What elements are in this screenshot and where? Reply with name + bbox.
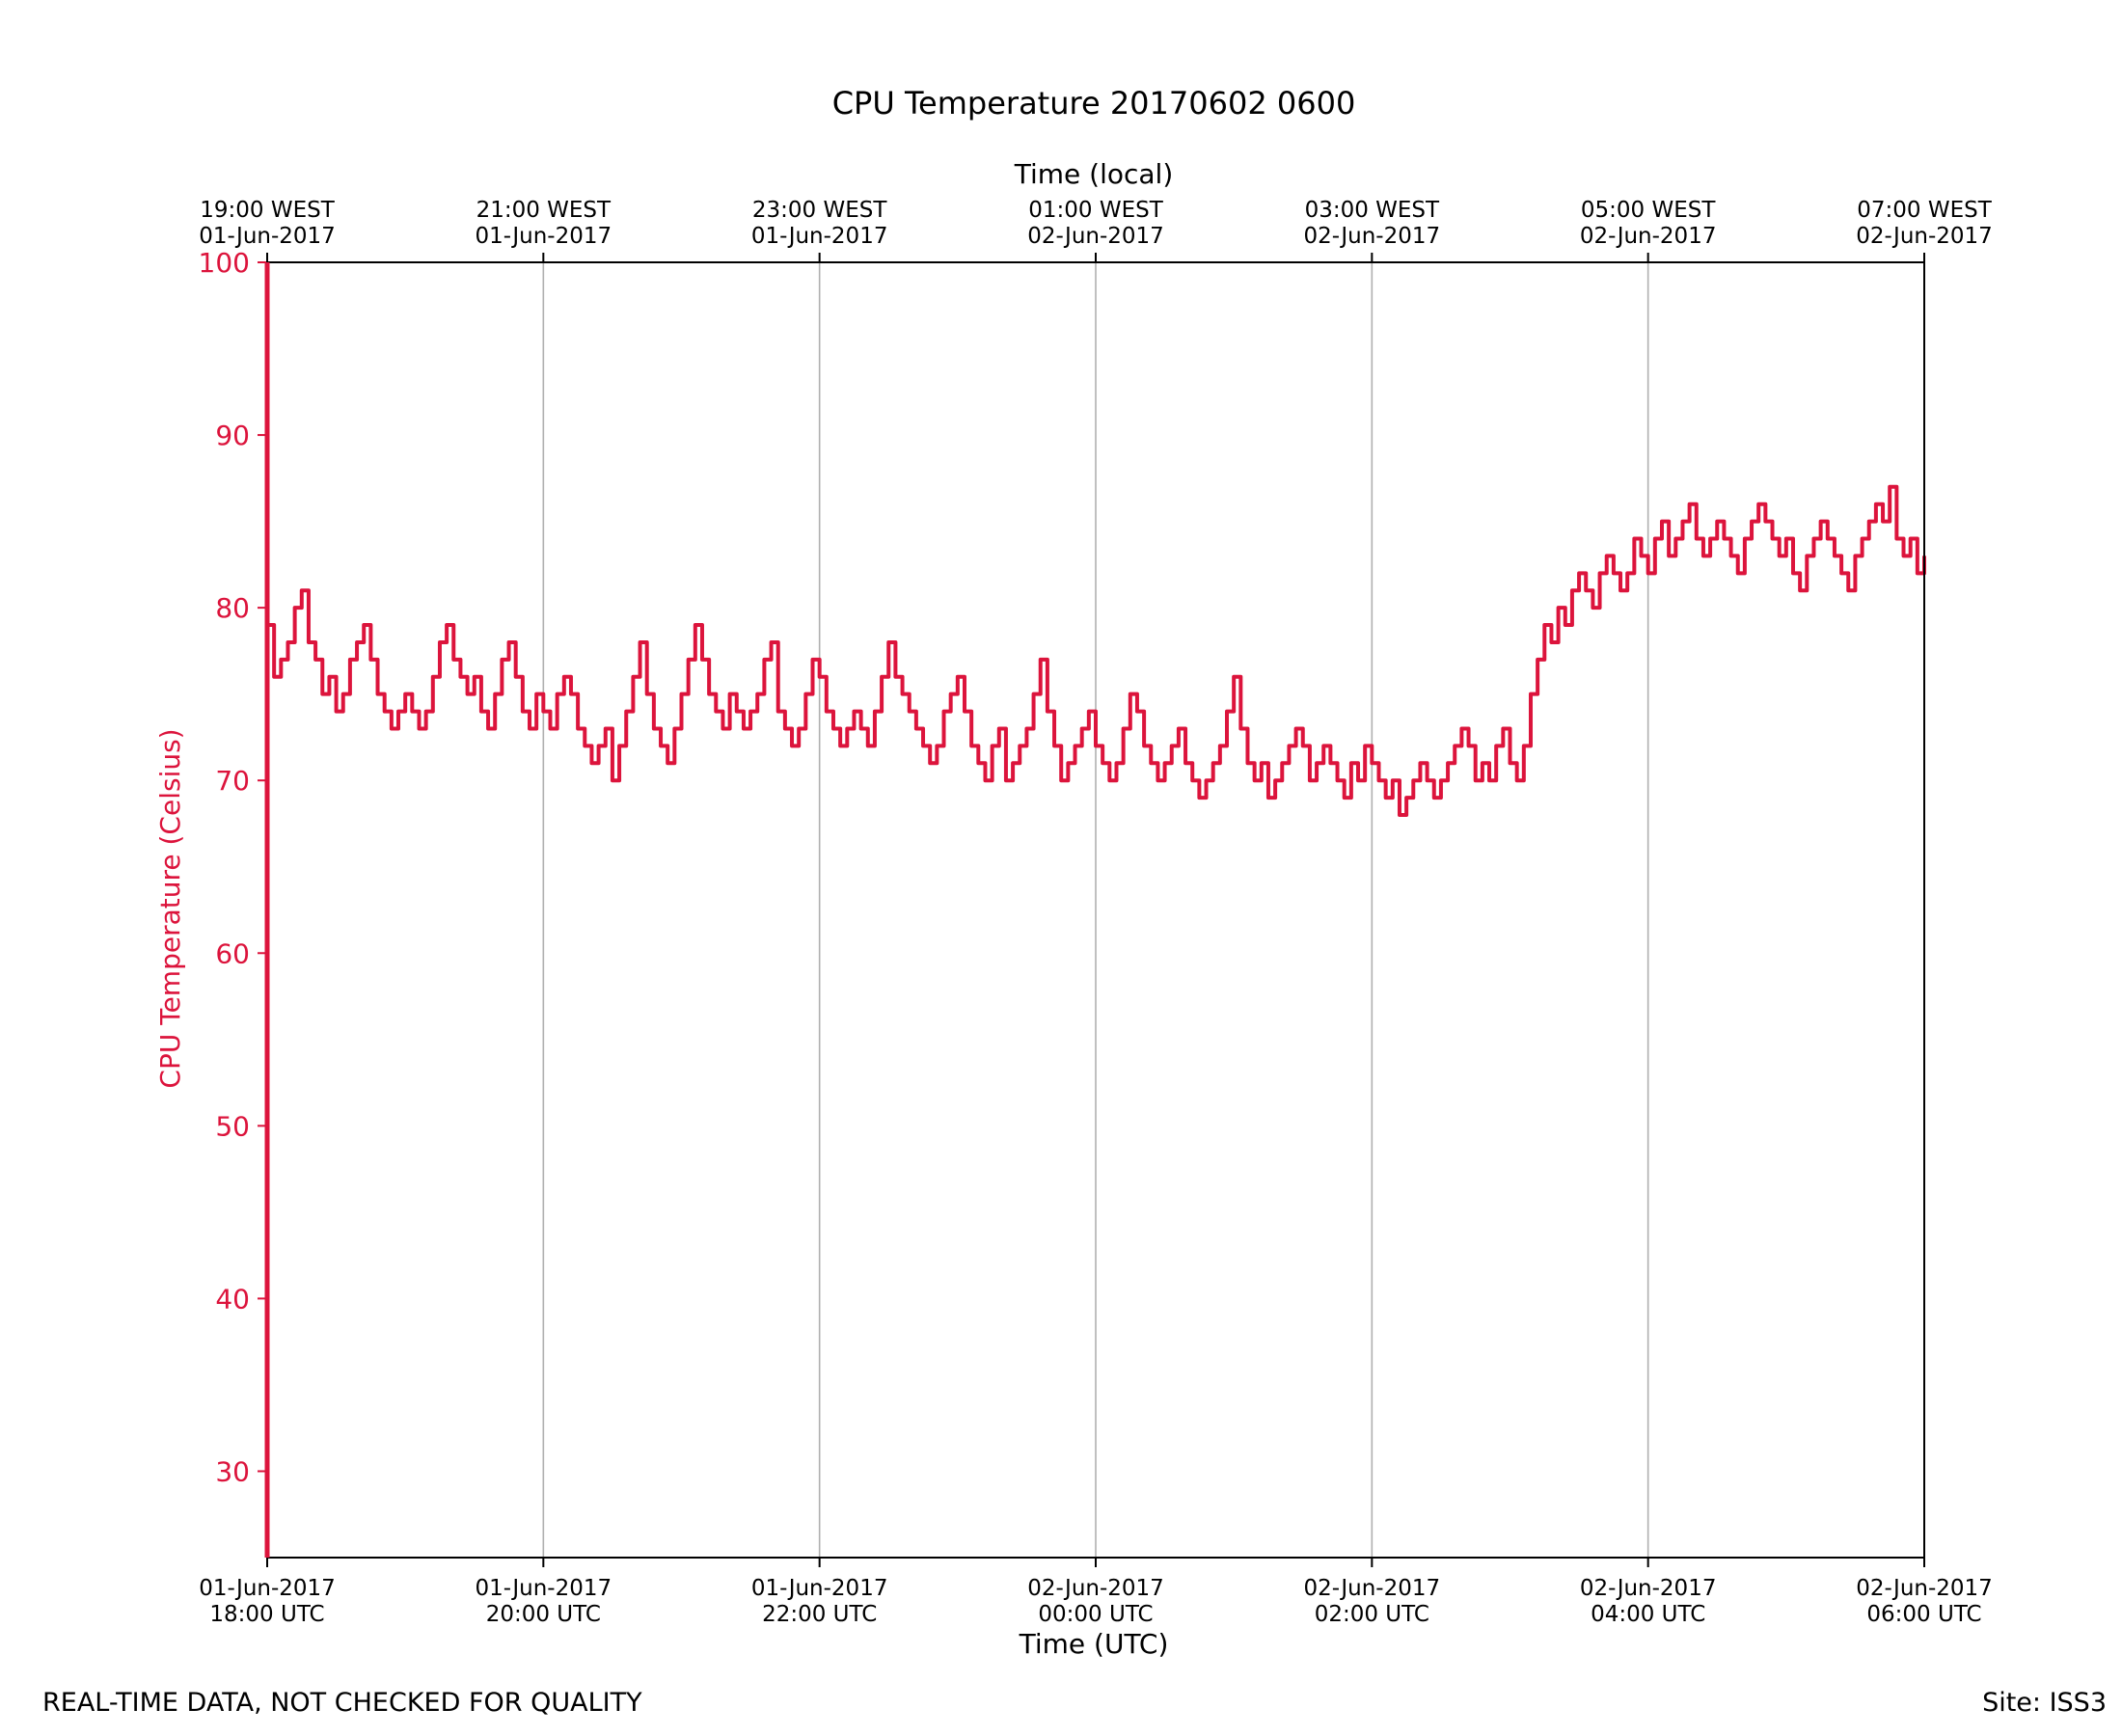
x-tick-top-time-5: 05:00 WEST [1581,198,1716,223]
y-tick-label-80: 80 [215,592,250,624]
x-tick-top-time-3: 01:00 WEST [1028,198,1163,223]
x-tick-top-date-2: 01-Jun-2017 [751,224,888,249]
grid-lines [542,262,1649,1558]
x-tick-bottom-time-5: 04:00 UTC [1591,1602,1705,1627]
x-tick-bottom-date-5: 02-Jun-2017 [1580,1576,1717,1601]
chart-title: CPU Temperature 20170602 0600 [832,85,1356,122]
x-tick-bottom-date-6: 02-Jun-2017 [1856,1576,1993,1601]
footer-site-label: Site: ISS3 [1982,1688,2107,1718]
x-tick-top-time-2: 23:00 WEST [752,198,887,223]
x-tick-bottom-date-4: 02-Jun-2017 [1304,1576,1441,1601]
x-tick-top-time-4: 03:00 WEST [1305,198,1440,223]
x-tick-bottom-date-1: 01-Jun-2017 [476,1576,612,1601]
x-tick-bottom-date-3: 02-Jun-2017 [1027,1576,1164,1601]
series-line-0 [267,484,1926,818]
series-layer [267,484,1926,818]
y-tick-label-60: 60 [215,937,250,969]
x-tick-top-date-6: 02-Jun-2017 [1856,224,1993,249]
x-tick-top-date-4: 02-Jun-2017 [1304,224,1441,249]
x-tick-bottom-time-4: 02:00 UTC [1315,1602,1429,1627]
x-tick-bottom-time-1: 20:00 UTC [486,1602,601,1627]
x-tick-top-time-0: 19:00 WEST [200,198,335,223]
x-tick-bottom-date-0: 01-Jun-2017 [199,1576,336,1601]
y-tick-label-70: 70 [215,765,250,797]
x-tick-bottom-time-2: 22:00 UTC [762,1602,877,1627]
y-tick-label-90: 90 [215,420,250,451]
x-tick-top-time-1: 21:00 WEST [476,198,612,223]
x-tick-bottom-time-0: 18:00 UTC [209,1602,324,1627]
x-tick-top-date-0: 01-Jun-2017 [199,224,336,249]
y-axis-label: CPU Temperature (Celsius) [154,728,186,1088]
y-tick-label-30: 30 [215,1455,250,1487]
y-tick-label-100: 100 [199,247,250,279]
y-tick-label-40: 40 [215,1283,250,1315]
y-tick-label-50: 50 [215,1110,250,1142]
top-axis-label: Time (local) [1014,158,1174,190]
x-tick-top-date-5: 02-Jun-2017 [1580,224,1717,249]
footer-quality-note: REAL-TIME DATA, NOT CHECKED FOR QUALITY [42,1688,642,1718]
x-tick-bottom-date-2: 01-Jun-2017 [751,1576,888,1601]
x-tick-top-time-6: 07:00 WEST [1857,198,1992,223]
x-tick-top-date-1: 01-Jun-2017 [476,224,612,249]
x-tick-bottom-time-6: 06:00 UTC [1866,1602,1981,1627]
x-axis-label: Time (UTC) [1019,1628,1169,1660]
x-tick-bottom-time-3: 00:00 UTC [1038,1602,1153,1627]
x-tick-top-date-3: 02-Jun-2017 [1027,224,1164,249]
